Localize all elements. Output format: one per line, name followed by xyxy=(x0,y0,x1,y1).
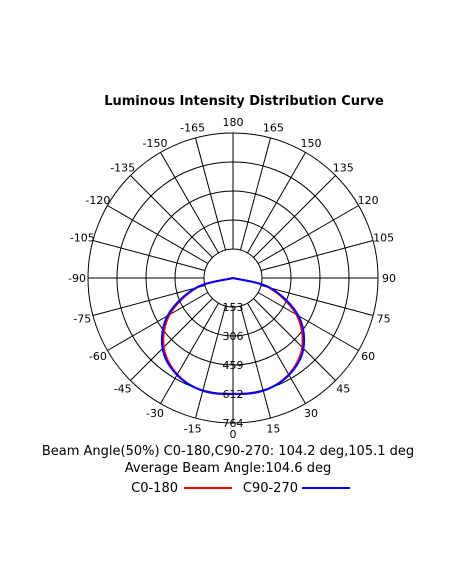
angle-tick-label: -135 xyxy=(110,162,135,175)
grid-spoke xyxy=(130,175,213,258)
angle-tick-label: 150 xyxy=(301,137,322,150)
angle-tick-label: -105 xyxy=(70,232,95,245)
angle-tick-label: 105 xyxy=(373,232,394,245)
grid-spoke xyxy=(257,205,359,264)
grid-spoke xyxy=(240,137,272,251)
angle-tick-label: 15 xyxy=(266,423,280,436)
radial-tick-label: 306 xyxy=(223,330,244,343)
grid-spoke xyxy=(257,292,359,351)
radial-labels: 153 306 459 612 764 xyxy=(223,301,244,430)
grid-spoke xyxy=(160,302,219,404)
radial-tick-label: 153 xyxy=(223,301,244,314)
grid-spoke xyxy=(92,239,206,271)
series-layer xyxy=(160,277,306,396)
angle-tick-label: 180 xyxy=(223,116,244,129)
angle-tick-label: -150 xyxy=(143,137,168,150)
angle-tick-label: 75 xyxy=(377,312,391,325)
radial-tick-label: 764 xyxy=(223,417,244,430)
angle-tick-label: 0 xyxy=(230,428,237,441)
angle-tick-label: 60 xyxy=(361,350,375,363)
grid-spoke xyxy=(253,175,336,258)
angle-tick-label: 30 xyxy=(304,407,318,420)
grid-spoke xyxy=(260,239,374,271)
average-beam-angle-text: Average Beam Angle:104.6 deg xyxy=(125,461,331,476)
legend: C0-180 C90-270 xyxy=(131,481,350,496)
angle-tick-label: -90 xyxy=(68,272,86,285)
grid-spoke xyxy=(160,152,219,254)
grid-spoke xyxy=(194,305,226,419)
grid-spoke xyxy=(247,152,306,254)
grid-spoke xyxy=(260,285,374,317)
grid-spoke xyxy=(107,205,209,264)
grid-spoke xyxy=(253,298,336,381)
grid-spoke xyxy=(92,285,206,317)
angle-labels: 180 1651501351201059075604530150-15-30-45… xyxy=(68,116,396,441)
angle-tick-label: -30 xyxy=(146,407,164,420)
angle-tick-label: 120 xyxy=(358,194,379,207)
chart-title: Luminous Intensity Distribution Curve xyxy=(104,94,384,109)
angle-tick-label: 165 xyxy=(263,121,284,134)
angle-tick-label: -45 xyxy=(114,382,132,395)
series-line-c90-270 xyxy=(160,277,306,396)
angle-tick-label: 135 xyxy=(333,162,354,175)
radial-tick-label: 612 xyxy=(223,388,244,401)
grid-spoke xyxy=(240,305,272,419)
angle-tick-label: -60 xyxy=(89,350,107,363)
grid-spoke xyxy=(107,292,209,351)
angle-tick-label: 90 xyxy=(382,272,396,285)
grid-spoke xyxy=(130,298,213,381)
legend-label-c90-270: C90-270 xyxy=(243,481,298,496)
grid-spoke xyxy=(247,302,306,404)
angle-tick-label: -15 xyxy=(184,423,202,436)
radial-tick-label: 459 xyxy=(223,359,244,372)
beam-angle-text: Beam Angle(50%) C0-180,C90-270: 104.2 de… xyxy=(42,444,414,459)
angle-tick-label: -120 xyxy=(85,194,110,207)
angle-tick-label: -165 xyxy=(180,121,205,134)
grid-spoke xyxy=(194,137,226,251)
legend-label-c0-180: C0-180 xyxy=(131,481,178,496)
angle-tick-label: 45 xyxy=(336,382,350,395)
angle-tick-label: -75 xyxy=(73,312,91,325)
